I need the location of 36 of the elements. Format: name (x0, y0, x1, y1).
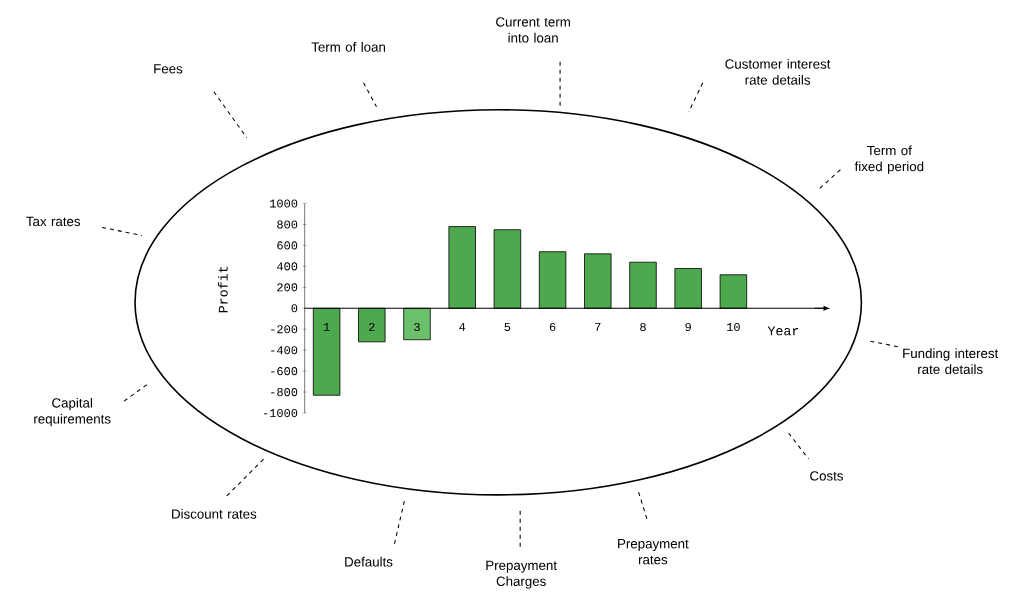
text: Discount rates (172, 509, 257, 519)
y-tick-label: -800 (271, 388, 298, 397)
y-axis-title: Profit (217, 266, 228, 313)
y-tick-label: -600 (271, 367, 298, 376)
y-tick-label: 400 (277, 262, 298, 271)
x-axis-title: Year (767, 326, 799, 336)
text: Costs (810, 471, 843, 481)
x-tick-label: 1 (323, 323, 330, 332)
text: Term of loan (311, 42, 386, 52)
x-tick-label: 2 (369, 323, 375, 332)
x-tick-label: 9 (685, 323, 691, 332)
y-tick-label: 0 (291, 304, 298, 313)
text: Term of fixed period (854, 145, 924, 174)
y-tick-label: 200 (277, 283, 298, 292)
x-tick-label: 7 (595, 323, 601, 332)
y-tick-label: -1000 (264, 409, 298, 418)
text: Current term into loan (496, 17, 570, 43)
text: Tax rates (26, 217, 81, 227)
text: Funding interest rate details (903, 348, 999, 375)
text: Fees (154, 64, 183, 74)
text: Prepayment rates (618, 539, 689, 565)
x-tick-label: 3 (414, 323, 420, 332)
text: Customer interest rate details (725, 59, 831, 85)
x-tick-label: 4 (459, 323, 466, 332)
text: Capital requirements (34, 398, 111, 427)
x-tick-label: 10 (727, 323, 740, 332)
x-tick-label: 6 (549, 323, 556, 332)
y-tick-label: 600 (277, 241, 298, 250)
y-tick-label: -200 (271, 325, 298, 334)
x-tick-label: 5 (504, 323, 511, 332)
y-tick-label: 800 (277, 220, 298, 229)
y-tick-label: 1000 (270, 199, 298, 208)
y-tick-label: -400 (271, 346, 298, 355)
x-tick-label: 8 (640, 323, 646, 332)
text: Prepayment Charges (486, 560, 557, 589)
text: Defaults (345, 557, 393, 567)
